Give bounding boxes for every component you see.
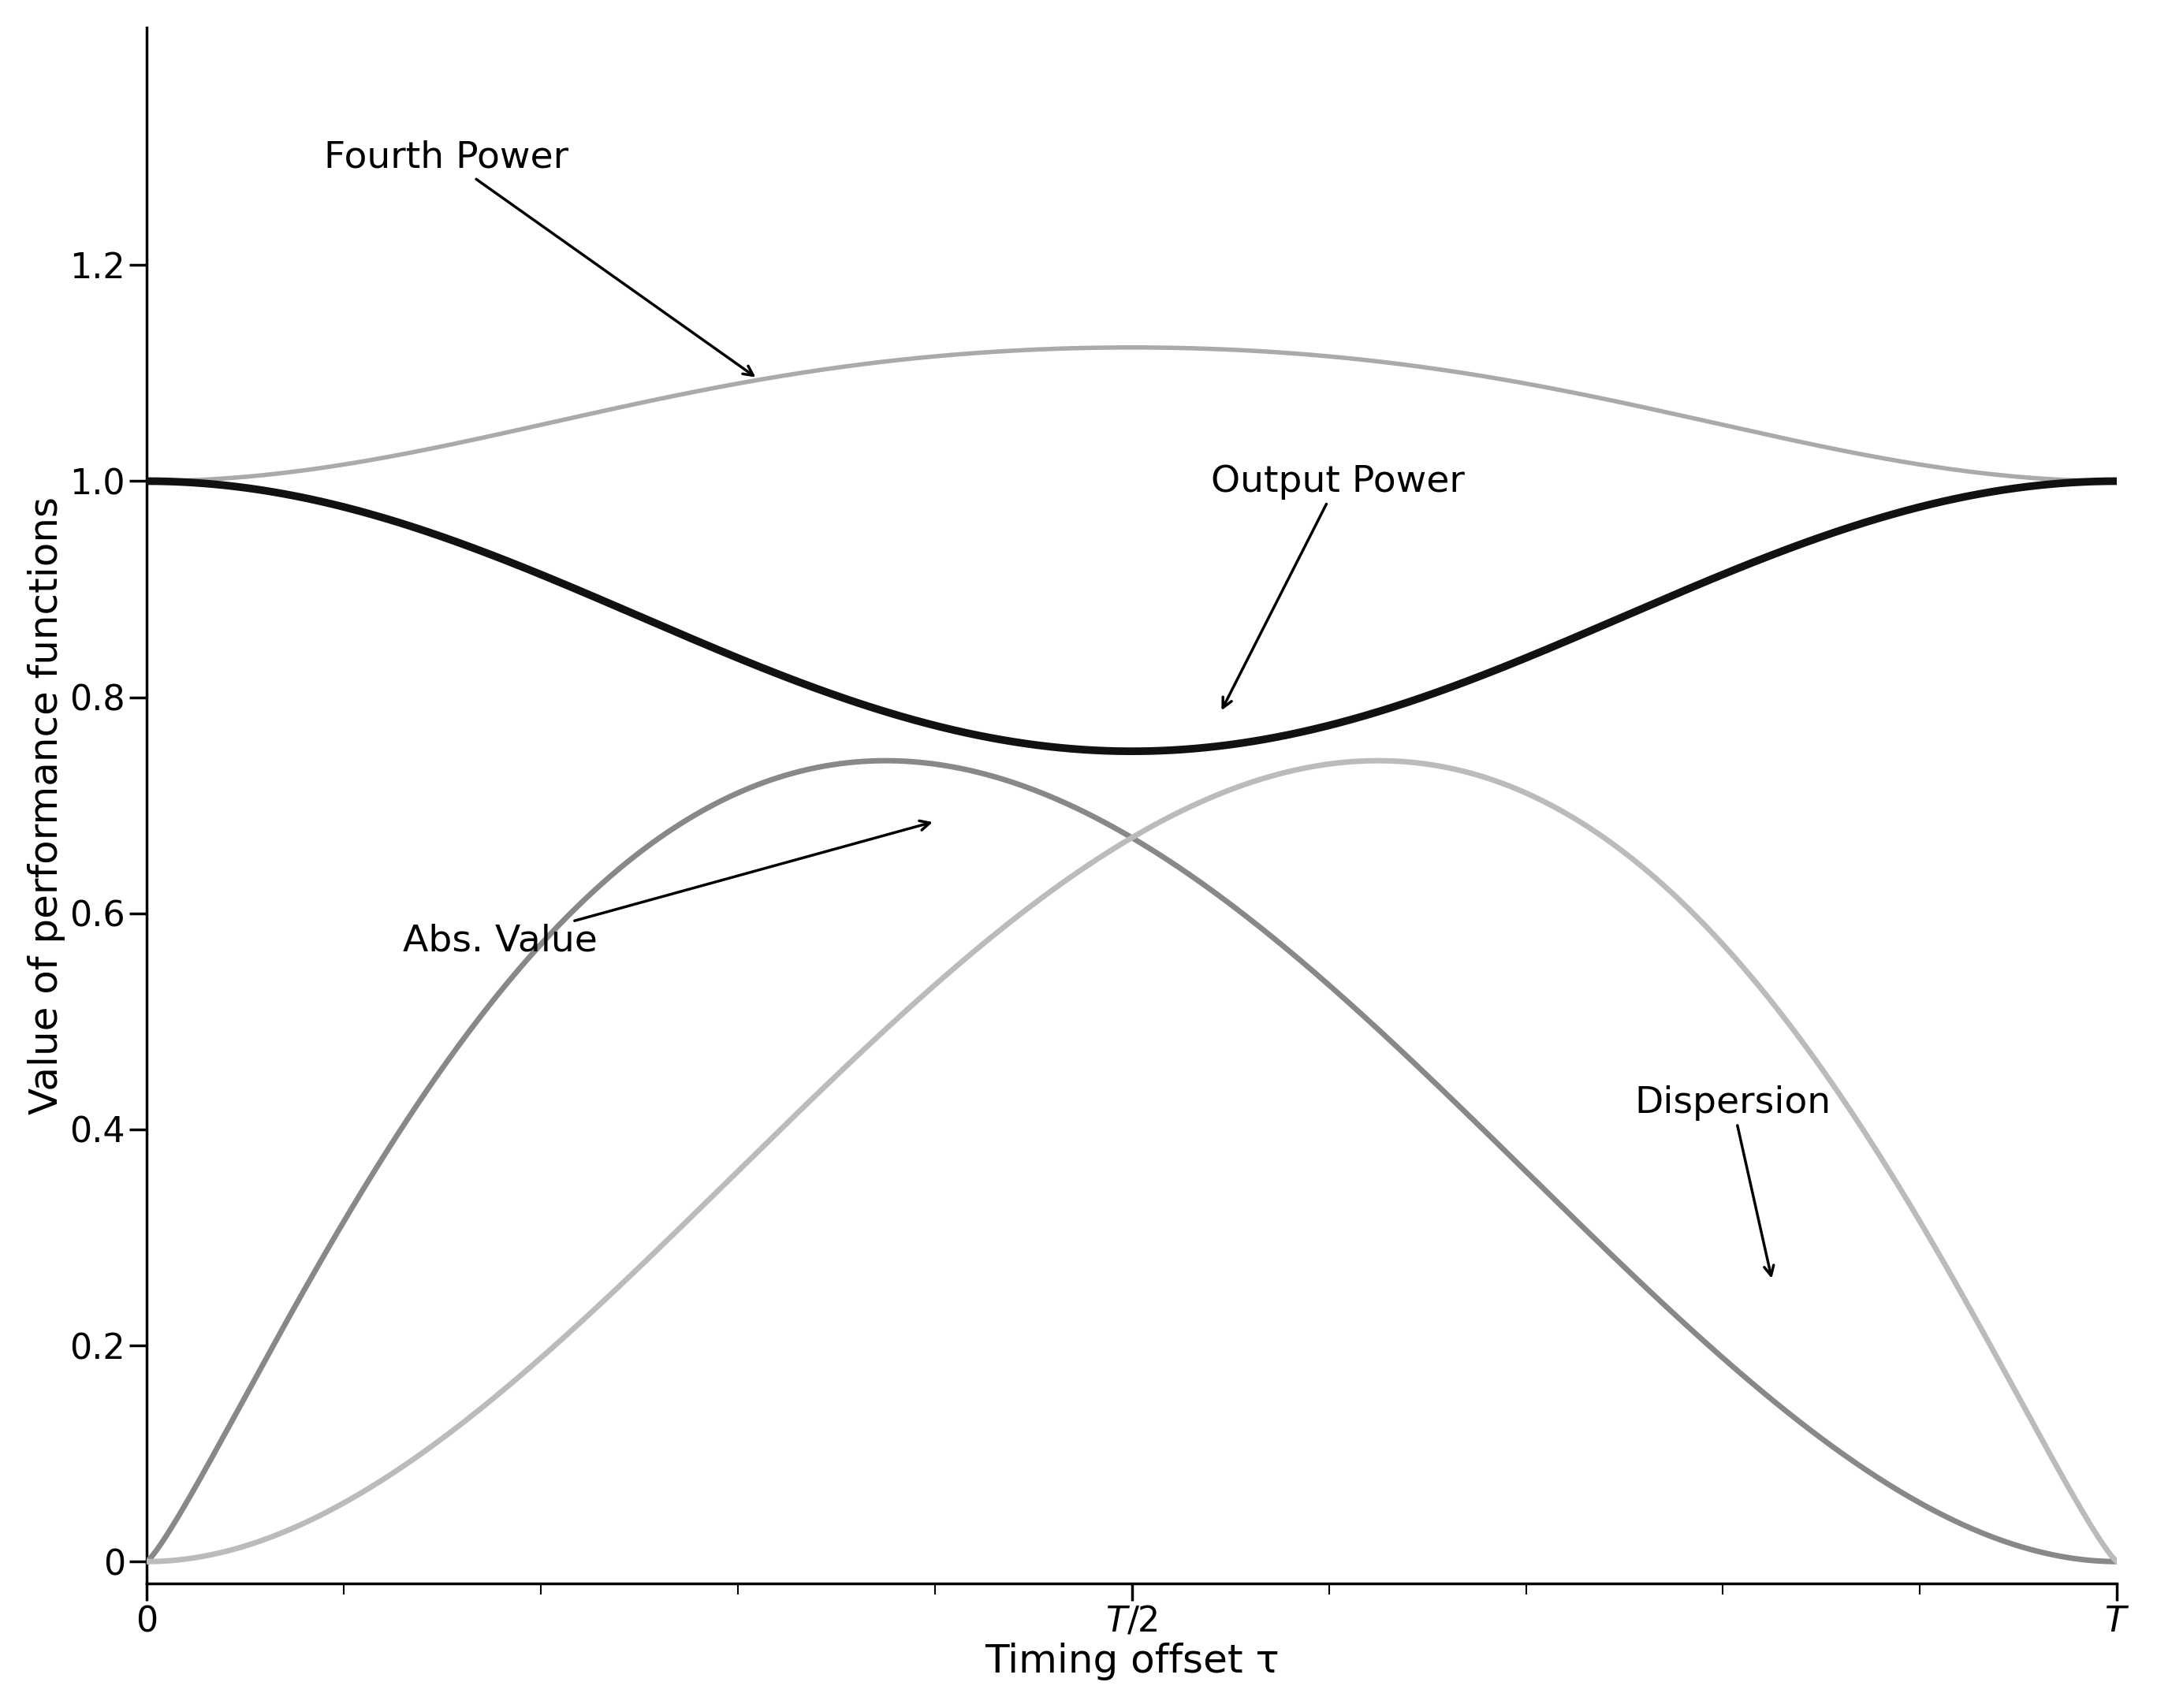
X-axis label: Timing offset τ: Timing offset τ	[984, 1643, 1279, 1681]
Text: Abs. Value: Abs. Value	[403, 822, 930, 958]
Text: Dispersion: Dispersion	[1635, 1086, 1831, 1276]
Y-axis label: Value of performance functions: Value of performance functions	[28, 497, 65, 1114]
Text: Fourth Power: Fourth Power	[324, 140, 753, 376]
Text: Output Power: Output Power	[1210, 465, 1465, 707]
